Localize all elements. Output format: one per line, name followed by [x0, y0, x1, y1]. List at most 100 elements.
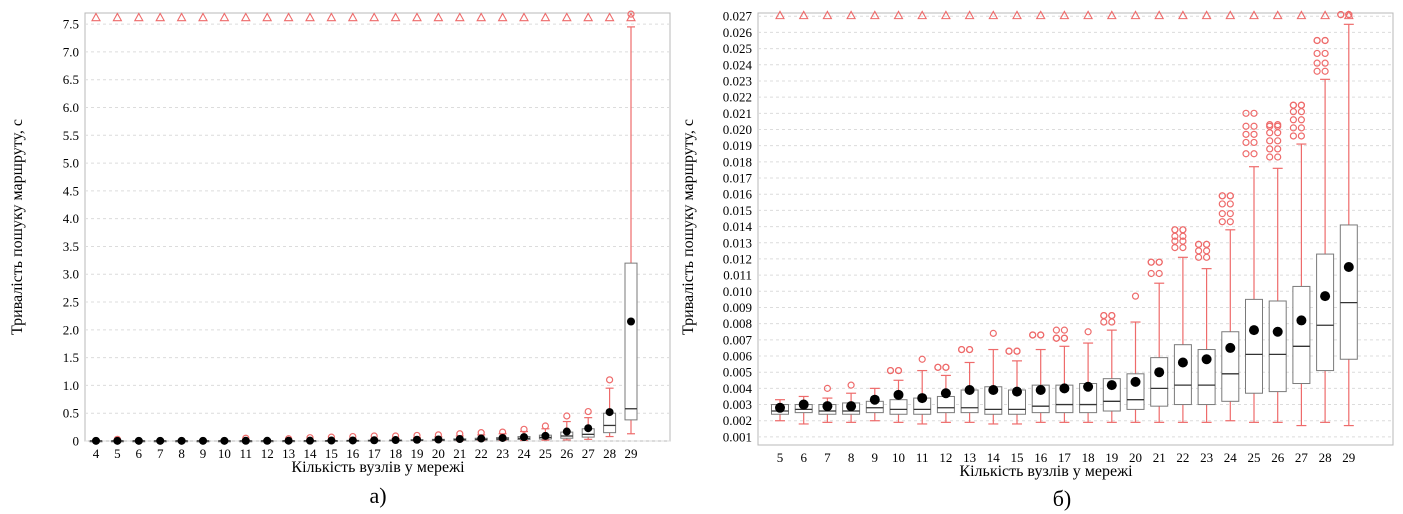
overflow-marker: [240, 12, 251, 22]
mean-point: [220, 436, 229, 445]
box-group: [517, 12, 531, 442]
y-tick-label: 1.5: [63, 350, 79, 365]
overflow-marker: [1059, 10, 1070, 20]
outlier-point: [1297, 116, 1306, 124]
y-tick-label: 0.017: [723, 171, 753, 186]
x-tick-label: 7: [824, 450, 831, 465]
outlier-point: [942, 363, 950, 371]
x-tick-label: 6: [800, 450, 807, 465]
overflow-marker: [176, 12, 187, 22]
outlier-point: [1313, 59, 1321, 67]
overflow-marker: [1083, 10, 1094, 20]
overflow-marker: [198, 12, 208, 22]
overflow-marker: [775, 10, 785, 20]
box-group: [1100, 10, 1121, 423]
y-tick-label: 0.006: [723, 349, 753, 364]
box-group: [367, 12, 381, 445]
mean-point: [391, 436, 400, 445]
mean-point: [263, 436, 272, 445]
y-tick-label: 0.020: [723, 122, 752, 137]
outlier-point: [1218, 218, 1226, 226]
box-group: [984, 10, 1003, 425]
y-tick-label: 3.5: [63, 239, 79, 254]
box-group: [1218, 10, 1240, 422]
panel-a-x-ticks: 4 5 6 7 8 9 10 11 12 13 14 15 16 17 18 19 20 21 22 23 24 25 26…: [93, 446, 638, 461]
outlier-point: [1274, 145, 1282, 153]
outlier-point: [1218, 210, 1226, 218]
mean-point: [605, 408, 614, 417]
overflow-marker: [1130, 10, 1141, 20]
y-tick-label: 0.009: [723, 300, 752, 315]
box-group: [1242, 10, 1263, 423]
outlier-point: [1242, 150, 1250, 158]
box-group: [389, 12, 403, 445]
panel-b-label: б): [1053, 486, 1072, 511]
x-tick-label: 13: [963, 450, 976, 465]
mean-point: [477, 434, 486, 443]
mean-point: [1059, 383, 1070, 394]
y-tick-label: 0.012: [723, 251, 752, 266]
x-tick-label: 18: [389, 446, 402, 461]
overflow-marker: [369, 12, 380, 22]
outlier-point: [1108, 318, 1116, 326]
box-group: [865, 10, 884, 422]
overflow-marker: [1296, 10, 1307, 20]
x-tick-label: 21: [453, 446, 466, 461]
overflow-marker: [454, 12, 465, 22]
x-tick-label: 19: [411, 446, 424, 461]
outlier-point: [1266, 121, 1274, 129]
box-group: [1147, 10, 1169, 423]
y-tick-label: 2.0: [63, 322, 79, 337]
y-tick-label: 0.022: [723, 90, 752, 105]
overflow-marker: [305, 12, 315, 22]
mean-point: [1272, 326, 1283, 337]
outlier-point: [1100, 311, 1108, 320]
outlier-point: [1250, 109, 1258, 117]
overflow-marker: [262, 12, 273, 22]
x-tick-label: 10: [218, 446, 231, 461]
box-group: [282, 12, 296, 445]
mean-point: [92, 436, 100, 445]
box-group: [934, 10, 955, 423]
overflow-marker: [1035, 10, 1046, 20]
x-tick-label: 11: [916, 450, 929, 465]
x-tick-label: 25: [1248, 450, 1261, 465]
box-group: [603, 12, 617, 438]
mean-point: [1154, 367, 1165, 378]
box: [624, 262, 638, 421]
overflow-marker: [91, 12, 101, 22]
mean-point: [348, 436, 357, 445]
y-tick-label: 5.5: [63, 128, 79, 143]
x-tick-label: 20: [1129, 450, 1142, 465]
mean-point: [434, 435, 443, 444]
box-group: [886, 10, 908, 423]
x-tick-label: 4: [93, 446, 100, 461]
x-tick-label: 20: [432, 446, 445, 461]
outlier-point: [1250, 130, 1258, 138]
overflow-marker: [1320, 10, 1331, 20]
mean-point: [413, 435, 421, 444]
mean-point: [455, 435, 464, 444]
outlier-point: [1274, 121, 1282, 129]
y-tick-label: 0.025: [723, 41, 752, 56]
y-tick-label: 2.5: [63, 295, 79, 310]
x-tick-label: 14: [304, 446, 318, 461]
box-group: [538, 12, 552, 441]
y-tick-label: 0.024: [723, 57, 753, 72]
panel-a-boxes: [89, 10, 638, 445]
panel-a-label: а): [369, 483, 386, 508]
outlier-point: [1289, 124, 1298, 132]
box: [603, 412, 617, 434]
overflow-marker: [1272, 10, 1283, 20]
x-tick-label: 12: [939, 450, 952, 465]
outlier-point: [1250, 122, 1258, 130]
box-group: [957, 10, 979, 423]
outlier-point: [1218, 192, 1226, 200]
box: [1316, 253, 1335, 372]
panel-b-xlabel: Кількість вузлів у мережі: [959, 463, 1133, 480]
box-group: [818, 10, 837, 423]
outlier-point: [1060, 334, 1069, 342]
box: [889, 399, 908, 415]
outlier-point: [957, 345, 966, 354]
outlier-point: [1029, 331, 1037, 339]
